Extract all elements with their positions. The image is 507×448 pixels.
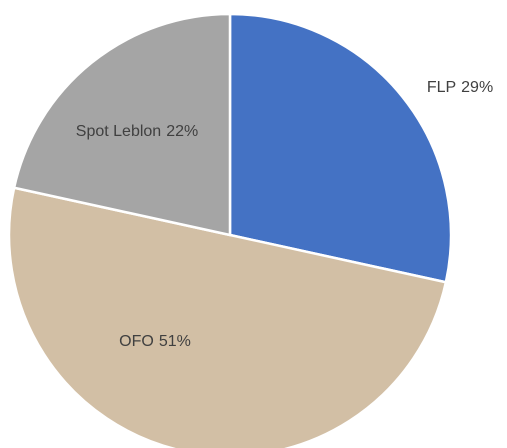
slice-label-name: Spot Leblon (76, 123, 161, 140)
slice-label-value: 51% (159, 333, 191, 350)
slice-label-value: 22% (166, 123, 198, 140)
pie-slice (7, 186, 448, 448)
slice-label: OFO 51% (119, 333, 191, 350)
slice-label-name: OFO (119, 333, 154, 350)
slice-label: Spot Leblon 22% (76, 123, 198, 140)
slice-label-value: 29% (461, 79, 493, 96)
pie-slice (228, 12, 453, 284)
slice-label: FLP 29% (427, 79, 493, 96)
pie-slice (12, 12, 232, 237)
slice-label-name: FLP (427, 79, 456, 96)
